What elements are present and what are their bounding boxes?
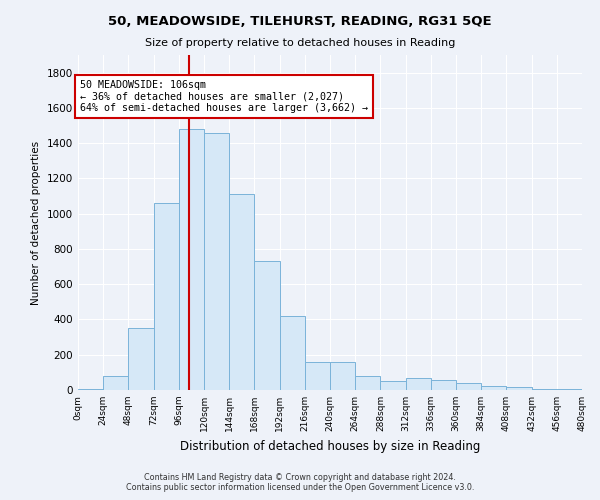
Text: Contains HM Land Registry data © Crown copyright and database right 2024.
Contai: Contains HM Land Registry data © Crown c…: [126, 473, 474, 492]
Bar: [380, 381, 406, 390]
Bar: [154, 203, 179, 390]
Bar: [179, 129, 204, 390]
Text: 50 MEADOWSIDE: 106sqm
← 36% of detached houses are smaller (2,027)
64% of semi-d: 50 MEADOWSIDE: 106sqm ← 36% of detached …: [80, 80, 368, 113]
Bar: [456, 383, 481, 390]
Bar: [305, 362, 330, 390]
Bar: [506, 388, 532, 390]
Bar: [355, 376, 380, 390]
Bar: [532, 389, 557, 390]
Bar: [431, 380, 456, 390]
Bar: [128, 328, 154, 390]
Bar: [254, 262, 280, 390]
Text: 50, MEADOWSIDE, TILEHURST, READING, RG31 5QE: 50, MEADOWSIDE, TILEHURST, READING, RG31…: [108, 15, 492, 28]
Bar: [280, 316, 305, 390]
Bar: [557, 389, 582, 390]
Bar: [330, 362, 355, 390]
Bar: [204, 132, 229, 390]
Bar: [481, 386, 506, 390]
Bar: [406, 378, 431, 390]
X-axis label: Distribution of detached houses by size in Reading: Distribution of detached houses by size …: [180, 440, 480, 452]
Bar: [103, 376, 128, 390]
Text: Size of property relative to detached houses in Reading: Size of property relative to detached ho…: [145, 38, 455, 48]
Y-axis label: Number of detached properties: Number of detached properties: [31, 140, 41, 304]
Bar: [229, 194, 254, 390]
